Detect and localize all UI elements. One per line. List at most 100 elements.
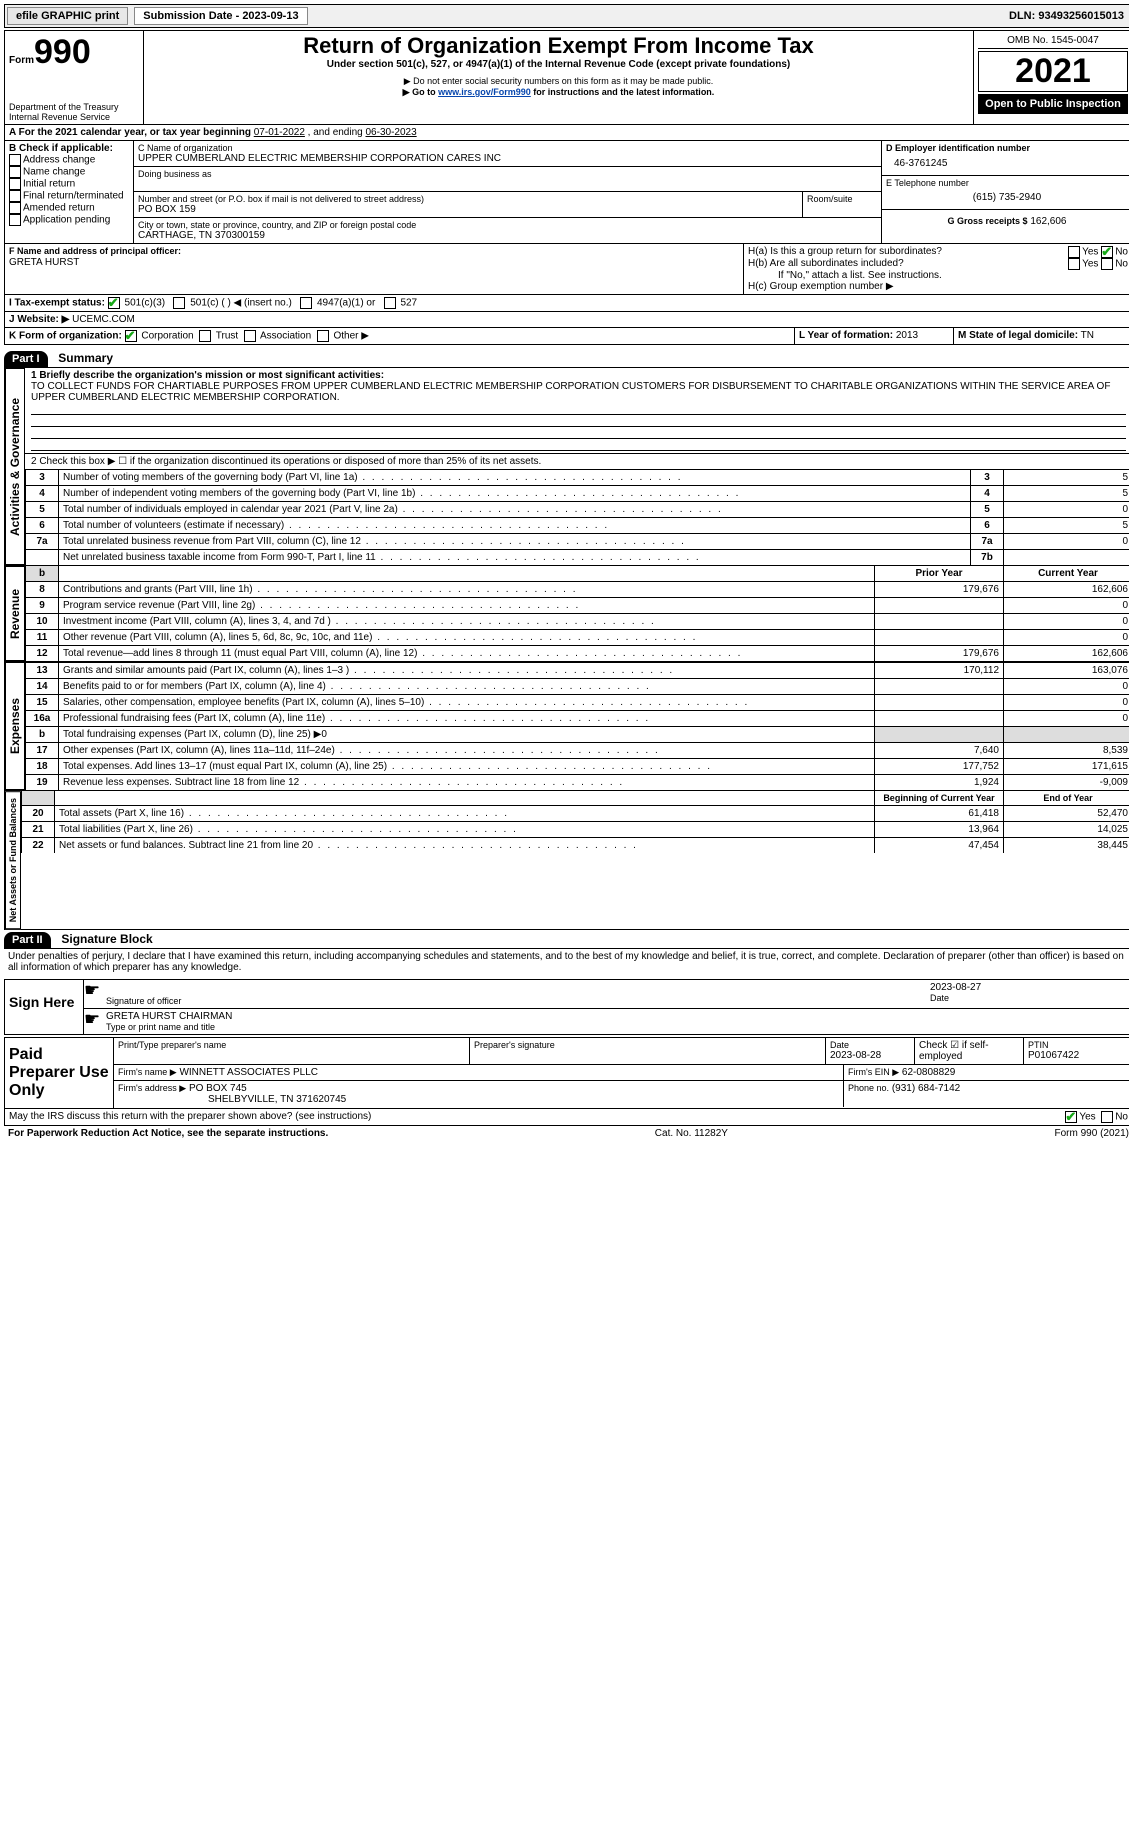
part-ii-tab: Part II xyxy=(4,932,51,948)
firm-phone: (931) 684-7142 xyxy=(892,1083,960,1094)
sign-here-block: Sign Here ☛ Signature of officer 2023-08… xyxy=(4,979,1129,1035)
efile-topbar: efile GRAPHIC print Submission Date - 20… xyxy=(4,4,1129,28)
principal-officer: GRETA HURST xyxy=(9,257,739,268)
org-address: PO BOX 159 xyxy=(138,204,798,215)
k-l-m-block: K Form of organization: Corporation Trus… xyxy=(4,328,1129,345)
f-h-block: F Name and address of principal officer:… xyxy=(4,244,1129,295)
g-label: G Gross receipts $ xyxy=(948,216,1028,226)
page-footer: For Paperwork Reduction Act Notice, see … xyxy=(4,1126,1129,1141)
form-title: Return of Organization Exempt From Incom… xyxy=(148,33,969,59)
cb-app-pending[interactable]: Application pending xyxy=(23,215,110,226)
cb-4947[interactable] xyxy=(300,297,312,309)
cb-501c3[interactable] xyxy=(108,297,120,309)
discuss-no[interactable] xyxy=(1101,1111,1113,1123)
subtitle-3: ▶ Go to www.irs.gov/Form990 for instruct… xyxy=(148,87,969,98)
h-b: H(b) Are all subordinates included? xyxy=(748,258,1068,270)
expenses-table: 13Grants and similar amounts paid (Part … xyxy=(25,662,1129,790)
city-label: City or town, state or province, country… xyxy=(138,220,877,230)
firm-name: WINNETT ASSOCIATES PLLC xyxy=(179,1067,318,1078)
part-i-tab: Part I xyxy=(4,351,48,367)
pp-self-employed: Check ☑ if self-employed xyxy=(919,1040,989,1062)
form-footer: Form 990 (2021) xyxy=(1055,1128,1129,1139)
form-990-logo: Form990 xyxy=(9,33,139,72)
part-i-title: Summary xyxy=(50,351,113,365)
sidetab-revenue: Revenue xyxy=(5,566,25,661)
paid-preparer-label: Paid Preparer Use Only xyxy=(5,1038,114,1108)
h-b-note: If "No," attach a list. See instructions… xyxy=(748,270,1128,281)
line-a: A For the 2021 calendar year, or tax yea… xyxy=(4,125,1129,141)
dba-label: Doing business as xyxy=(138,169,877,179)
cb-final-return[interactable]: Final return/terminated xyxy=(23,191,124,202)
org-city: CARTHAGE, TN 370300159 xyxy=(138,230,877,241)
sidetab-netassets: Net Assets or Fund Balances xyxy=(5,791,21,929)
ein: 46-3761245 xyxy=(886,154,1128,173)
col-current-year: Current Year xyxy=(1004,566,1129,582)
tax-year: 2021 xyxy=(978,51,1128,92)
col-prior-year: Prior Year xyxy=(875,566,1004,582)
discuss-question: May the IRS discuss this return with the… xyxy=(9,1111,1065,1123)
firm-ein: 62-0808829 xyxy=(902,1067,955,1078)
cb-527[interactable] xyxy=(384,297,396,309)
ag-table: 3Number of voting members of the governi… xyxy=(25,469,1129,565)
cb-trust[interactable] xyxy=(199,330,211,342)
netassets-table: Beginning of Current Year End of Year 20… xyxy=(21,791,1129,853)
org-name: UPPER CUMBERLAND ELECTRIC MEMBERSHIP COR… xyxy=(138,153,877,164)
cat-no: Cat. No. 11282Y xyxy=(655,1128,728,1139)
ptin: P01067422 xyxy=(1028,1050,1128,1061)
col-boy: Beginning of Current Year xyxy=(875,791,1004,806)
cb-corp[interactable] xyxy=(125,330,137,342)
form-header: Form990 Department of the Treasury Inter… xyxy=(4,30,1129,125)
subtitle-1: Under section 501(c), 527, or 4947(a)(1)… xyxy=(148,59,969,70)
open-to-public: Open to Public Inspection xyxy=(978,94,1128,114)
pp-date: 2023-08-28 xyxy=(830,1050,910,1061)
line1-label: 1 Briefly describe the organization's mi… xyxy=(31,370,384,381)
perjury-text: Under penalties of perjury, I declare th… xyxy=(4,948,1129,975)
year-formation: 2013 xyxy=(896,330,918,341)
telephone: (615) 735-2940 xyxy=(886,188,1128,207)
cb-assoc[interactable] xyxy=(244,330,256,342)
mission-text: TO COLLECT FUNDS FOR CHARTIABLE PURPOSES… xyxy=(31,381,1126,403)
sidetab-activities: Activities & Governance xyxy=(5,368,25,565)
cb-501c[interactable] xyxy=(173,297,185,309)
firm-addr2: SHELBYVILLE, TN 371620745 xyxy=(118,1094,346,1105)
e-label: E Telephone number xyxy=(886,178,1128,188)
addr-label: Number and street (or P.O. box if mail i… xyxy=(138,194,798,204)
room-label: Room/suite xyxy=(803,192,881,217)
officer-typed-name: GRETA HURST CHAIRMAN xyxy=(106,1011,1129,1022)
submission-date: Submission Date - 2023-09-13 xyxy=(134,7,307,25)
cb-name-change[interactable]: Name change xyxy=(23,167,85,178)
b-label: B Check if applicable: xyxy=(9,143,113,154)
i-block: I Tax-exempt status: 501(c)(3) 501(c) ( … xyxy=(4,295,1129,312)
part-ii-title: Signature Block xyxy=(53,932,152,946)
state-domicile: TN xyxy=(1081,330,1094,341)
cb-amended[interactable]: Amended return xyxy=(23,203,95,214)
irs-link[interactable]: www.irs.gov/Form990 xyxy=(438,87,531,97)
dept-treasury: Department of the Treasury xyxy=(9,102,139,112)
cb-other[interactable] xyxy=(317,330,329,342)
c-name-label: C Name of organization xyxy=(138,143,877,153)
header-block: B Check if applicable: Address change Na… xyxy=(4,141,1129,244)
sig-date: 2023-08-27 xyxy=(930,982,1129,993)
h-c: H(c) Group exemption number ▶ xyxy=(748,281,1128,292)
discuss-yes[interactable] xyxy=(1065,1111,1077,1123)
cb-address-change[interactable]: Address change xyxy=(23,155,95,166)
j-block: J Website: ▶ UCEMC.COM xyxy=(4,312,1129,328)
irs: Internal Revenue Service xyxy=(9,112,139,122)
firm-addr1: PO BOX 745 xyxy=(189,1083,247,1094)
subtitle-2: ▶ Do not enter social security numbers o… xyxy=(148,76,969,87)
omb-no: OMB No. 1545-0047 xyxy=(978,33,1128,49)
dln: DLN: 93493256015013 xyxy=(1009,10,1129,22)
website: UCEMC.COM xyxy=(72,314,135,325)
revenue-table: b Prior Year Current Year 8Contributions… xyxy=(25,566,1129,661)
h-a: H(a) Is this a group return for subordin… xyxy=(748,246,1068,258)
d-label: D Employer identification number xyxy=(886,143,1030,153)
sidetab-expenses: Expenses xyxy=(5,662,25,790)
paid-preparer-block: Paid Preparer Use Only Print/Type prepar… xyxy=(4,1037,1129,1109)
f-label: F Name and address of principal officer: xyxy=(9,246,181,256)
cb-initial-return[interactable]: Initial return xyxy=(23,179,75,190)
efile-label: efile GRAPHIC print xyxy=(7,7,128,25)
col-eoy: End of Year xyxy=(1004,791,1129,806)
gross-receipts: 162,606 xyxy=(1030,216,1066,227)
line2: 2 Check this box ▶ ☐ if the organization… xyxy=(25,453,1129,469)
sign-here-label: Sign Here xyxy=(5,980,84,1034)
